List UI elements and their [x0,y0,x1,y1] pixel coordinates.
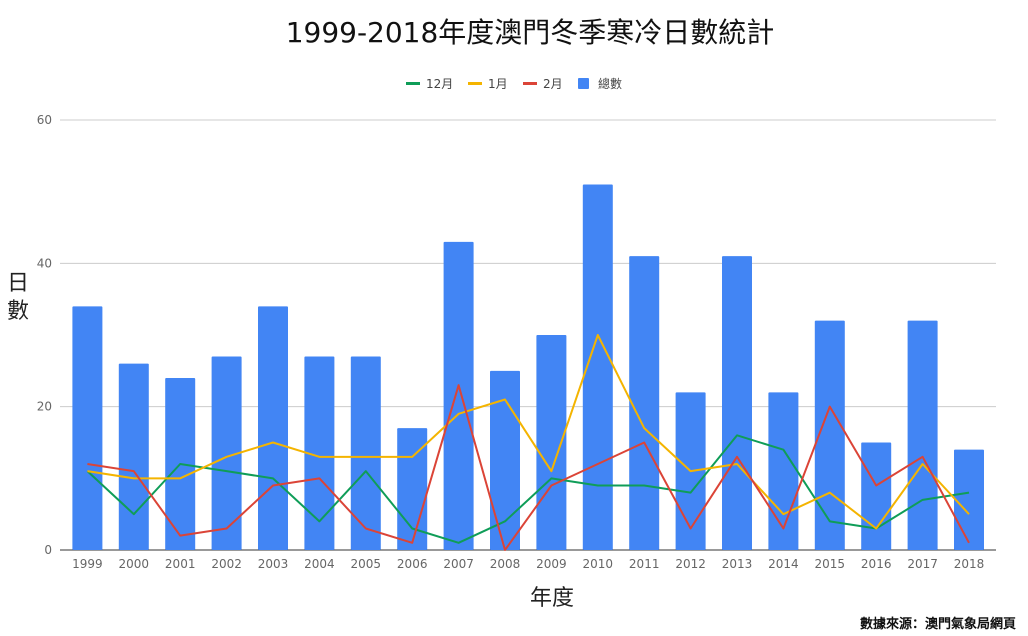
legend-swatch-總數 [578,78,589,89]
bar-2004 [304,356,335,550]
legend-swatch-1月 [468,82,482,85]
bar-2005 [350,356,381,550]
bar-series [72,184,984,551]
x-tick-label: 2012 [675,557,706,571]
source-note: 數據來源：澳門氣象局網頁 [860,616,1016,632]
y-tick-label: 20 [37,400,52,414]
line-1月 [87,334,970,530]
legend-label: 2月 [543,77,563,91]
bar-2003 [258,306,288,550]
x-tick-label: 2018 [954,557,985,571]
x-tick-label: 2013 [722,557,753,571]
x-tick-label: 2017 [907,557,938,571]
x-tick-label: 2002 [211,557,242,571]
x-tick-labels: 1999 2000 2001 2002 2003 2004 2005 2006 2007 2008… [72,557,984,571]
legend-swatch-12月 [406,82,420,85]
legend: 12月 1月 2月 總數 [406,76,622,91]
y-tick-labels: 0 20 40 60 [37,113,52,557]
bar-2007 [443,241,474,551]
line-12月 [86,434,970,544]
bar-2018 [954,449,984,550]
x-tick-label: 2005 [351,557,382,571]
bar-2016 [861,442,892,550]
x-tick-label: 2014 [768,557,799,571]
x-tick-label: 2006 [397,557,428,571]
chart-title: 1999-2018年度澳門冬季寒冷日數統計 [286,16,775,49]
bar-2013 [722,256,752,550]
x-axis-title: 年度 [530,586,574,611]
y-axis-title: 日數 [7,271,29,324]
bar-2008 [490,370,520,550]
x-tick-label: 2007 [443,557,474,571]
bar-2015 [814,320,845,550]
legend-label: 1月 [488,77,508,91]
legend-label: 總數 [598,76,622,91]
line-series [86,334,970,551]
y-tick-label: 40 [37,256,52,270]
y-tick-label: 0 [44,543,52,557]
x-tick-label: 2008 [490,557,521,571]
x-tick-label: 1999 [72,557,103,571]
bar-2010 [582,184,613,550]
gridlines [60,119,996,551]
x-tick-label: 2010 [583,557,614,571]
x-tick-label: 2004 [304,557,335,571]
x-tick-label: 2011 [629,557,660,571]
x-tick-label: 2009 [536,557,567,571]
x-tick-label: 2015 [815,557,846,571]
x-tick-label: 2003 [258,557,289,571]
x-tick-label: 2000 [119,557,150,571]
bar-1999 [72,306,103,550]
bar-2017 [907,320,938,550]
bar-2000 [118,363,149,550]
bar-2011 [629,256,660,550]
y-tick-label: 60 [37,113,52,127]
x-tick-label: 2016 [861,557,892,571]
x-tick-label: 2001 [165,557,196,571]
legend-label: 12月 [426,77,453,91]
bar-2002 [211,356,242,550]
line-2月 [87,384,970,551]
legend-swatch-2月 [523,82,537,85]
